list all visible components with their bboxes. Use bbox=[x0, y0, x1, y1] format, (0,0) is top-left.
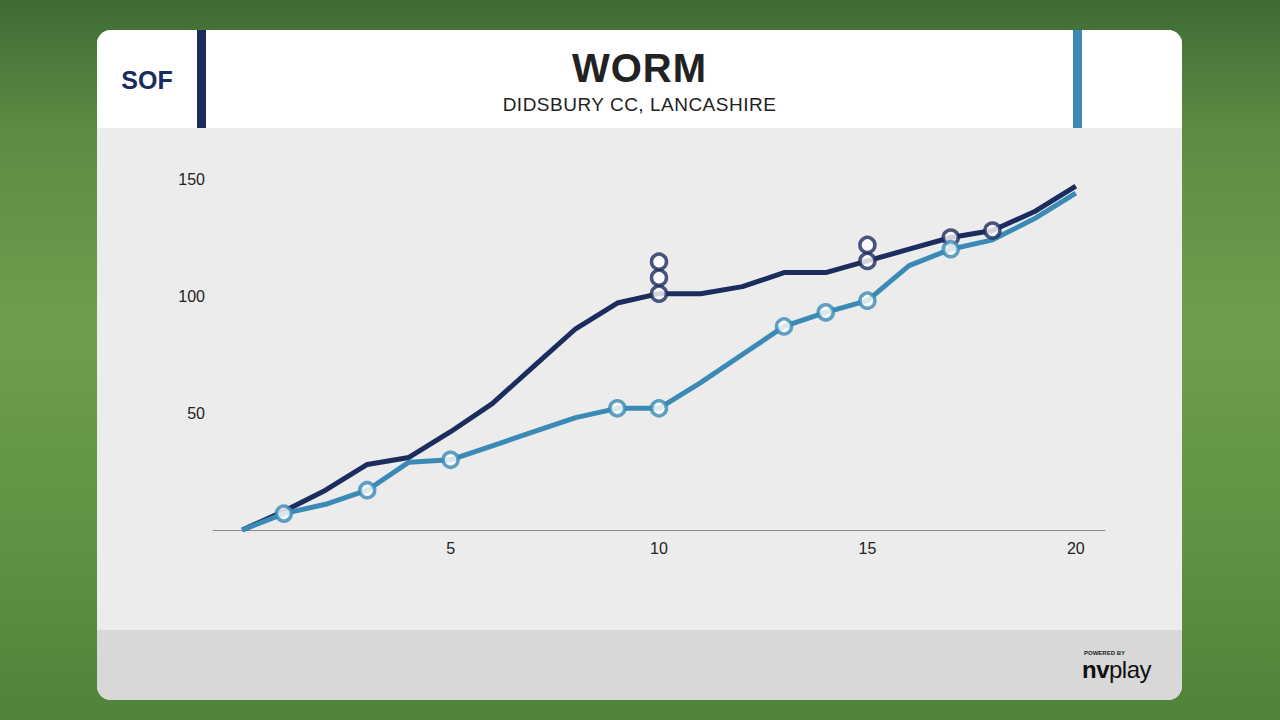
html-text:POWERED BY: POWERED BY bbox=[1084, 650, 1125, 656]
html-text:DIDSBURY CC, LANCASHIRE: DIDSBURY CC, LANCASHIRE bbox=[502, 94, 777, 115]
html-text:nv play: nv play bbox=[1082, 656, 1151, 683]
svg-text:15: 15 bbox=[859, 540, 877, 557]
html-text:SOF: SOF bbox=[121, 66, 173, 94]
svg-text:10: 10 bbox=[650, 540, 668, 557]
svg-text:150: 150 bbox=[178, 171, 205, 188]
svg-text:100: 100 bbox=[178, 288, 205, 305]
html-text:WORM: WORM bbox=[572, 46, 707, 90]
svg-text:5: 5 bbox=[446, 540, 455, 557]
svg-text:20: 20 bbox=[1067, 540, 1085, 557]
svg-text:50: 50 bbox=[187, 405, 205, 422]
